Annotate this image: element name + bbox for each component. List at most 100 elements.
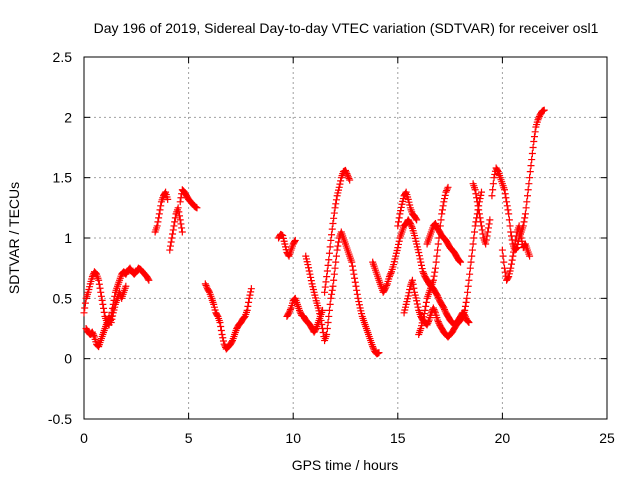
data-point bbox=[535, 114, 543, 122]
data-point bbox=[498, 246, 506, 254]
data-point bbox=[216, 318, 224, 326]
data-point bbox=[441, 306, 449, 314]
data-point bbox=[323, 331, 331, 339]
data-point bbox=[174, 204, 182, 212]
data-point bbox=[354, 294, 362, 302]
data-point bbox=[540, 106, 548, 114]
data-point bbox=[413, 216, 421, 224]
data-point bbox=[291, 238, 299, 246]
series-segment-18 bbox=[498, 222, 534, 284]
data-point bbox=[505, 216, 513, 224]
data-point bbox=[337, 177, 345, 185]
data-point bbox=[430, 272, 438, 280]
data-point bbox=[193, 204, 201, 212]
data-point bbox=[122, 282, 130, 290]
data-point bbox=[508, 256, 516, 264]
data-point bbox=[327, 294, 335, 302]
data-point bbox=[306, 270, 314, 278]
data-point bbox=[176, 198, 184, 206]
data-point bbox=[345, 174, 353, 182]
data-point bbox=[375, 349, 383, 357]
data-point bbox=[396, 210, 404, 218]
data-point bbox=[331, 264, 339, 272]
data-point bbox=[90, 331, 98, 339]
data-point bbox=[304, 261, 312, 269]
data-point bbox=[461, 311, 469, 319]
data-point bbox=[482, 240, 490, 248]
data-point bbox=[348, 262, 356, 270]
data-point bbox=[420, 310, 428, 318]
data-point bbox=[443, 187, 451, 195]
data-point bbox=[413, 300, 421, 308]
data-point bbox=[325, 249, 333, 257]
data-point bbox=[463, 294, 471, 302]
data-point bbox=[457, 258, 465, 266]
data-point bbox=[397, 207, 405, 215]
data-point bbox=[395, 214, 403, 222]
data-point bbox=[478, 226, 486, 234]
data-point bbox=[415, 248, 423, 256]
data-point bbox=[434, 294, 442, 302]
data-point bbox=[471, 228, 479, 236]
series-segment-15 bbox=[423, 220, 465, 266]
data-point bbox=[434, 240, 442, 248]
data-point bbox=[166, 242, 174, 250]
data-point bbox=[464, 318, 472, 326]
data-point bbox=[466, 264, 474, 272]
data-point bbox=[484, 228, 492, 236]
series-segment-14 bbox=[415, 282, 473, 339]
data-point bbox=[490, 174, 498, 182]
data-point bbox=[414, 303, 422, 311]
data-point bbox=[500, 186, 508, 194]
data-point bbox=[336, 180, 344, 188]
data-point bbox=[219, 334, 227, 342]
data-point bbox=[520, 218, 528, 226]
data-point bbox=[444, 183, 452, 191]
x-axis-label: GPS time / hours bbox=[292, 457, 399, 473]
data-point bbox=[412, 215, 420, 223]
data-point bbox=[471, 222, 479, 230]
data-point bbox=[342, 168, 350, 176]
data-point bbox=[438, 210, 446, 218]
data-point bbox=[245, 298, 253, 306]
data-point bbox=[526, 168, 534, 176]
data-points bbox=[80, 106, 548, 358]
series-segment-6 bbox=[201, 280, 255, 353]
series-segment-11 bbox=[369, 183, 452, 296]
data-point bbox=[177, 220, 185, 228]
data-point bbox=[342, 166, 349, 174]
data-point bbox=[327, 236, 335, 244]
data-point bbox=[524, 186, 532, 194]
data-point bbox=[291, 236, 299, 244]
data-point bbox=[285, 309, 293, 317]
data-point bbox=[461, 302, 469, 310]
data-point bbox=[522, 204, 530, 212]
data-point bbox=[507, 228, 515, 236]
data-point bbox=[164, 195, 172, 203]
data-point bbox=[503, 202, 511, 210]
data-point bbox=[244, 302, 252, 310]
data-point bbox=[464, 282, 472, 290]
data-point bbox=[410, 284, 418, 292]
data-point bbox=[97, 292, 105, 300]
data-point bbox=[355, 301, 363, 309]
data-point bbox=[434, 292, 442, 300]
data-point bbox=[228, 338, 236, 346]
data-point bbox=[317, 316, 325, 324]
data-point bbox=[395, 237, 403, 245]
series-segment-7 bbox=[275, 230, 299, 260]
data-point bbox=[157, 202, 165, 210]
data-point bbox=[344, 173, 352, 181]
data-point bbox=[155, 214, 163, 222]
data-point bbox=[107, 318, 115, 326]
data-point bbox=[170, 222, 178, 230]
data-point bbox=[329, 220, 337, 228]
data-point bbox=[385, 273, 393, 281]
data-point bbox=[431, 268, 439, 276]
x-tick-label: 20 bbox=[495, 430, 511, 446]
data-point bbox=[418, 265, 426, 273]
data-point bbox=[353, 290, 361, 298]
data-point bbox=[521, 210, 529, 218]
data-point bbox=[526, 174, 534, 182]
x-tick-label: 5 bbox=[185, 430, 193, 446]
